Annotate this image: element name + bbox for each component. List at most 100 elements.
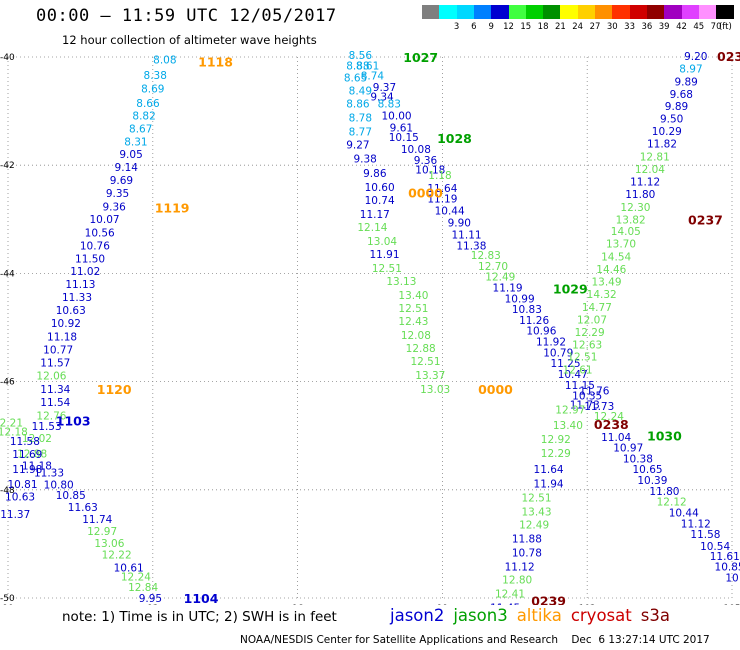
wave-height-reading: 12.49 <box>485 272 515 284</box>
wave-height-reading: 12.97 <box>87 526 117 538</box>
wave-height-reading: 8.86 <box>346 99 370 111</box>
wave-height-reading: 8.82 <box>132 110 155 122</box>
wave-height-reading: 12.61 <box>563 365 593 377</box>
wave-height-reading: 9.20 <box>684 51 707 63</box>
wave-height-reading: 10.63 <box>56 305 86 317</box>
wave-height-reading: 9.05 <box>119 149 142 161</box>
wave-height-reading: 10.61 <box>114 563 144 575</box>
color-scale-swatch <box>508 5 527 19</box>
wave-height-reading: 12.63 <box>572 339 602 351</box>
wave-height-reading: 11.64 <box>427 183 457 195</box>
wave-height-reading: 13.04 <box>367 236 397 248</box>
longitude-tick-label: 96 <box>292 604 304 605</box>
color-scale-swatch <box>698 5 717 19</box>
color-scale-swatch <box>681 5 700 19</box>
wave-height-reading: 8.67 <box>129 123 152 135</box>
wave-height-reading: 12.88 <box>17 449 47 461</box>
wave-height-reading: 12.21 <box>0 418 23 430</box>
wave-height-reading: 11.11 <box>452 229 482 241</box>
wave-height-reading: 8.78 <box>349 113 372 125</box>
wave-height-reading: 11.45 <box>490 603 520 605</box>
wave-height-reading: 12.24 <box>594 411 624 423</box>
wave-height-reading: 9.27 <box>346 140 369 152</box>
wave-height-reading: 9.34 <box>370 91 394 103</box>
wave-height-reading: 12.51 <box>567 352 597 364</box>
wave-height-reading: 12.49 <box>519 519 549 531</box>
wave-height-reading: 14.77 <box>582 302 612 314</box>
wave-height-reading: 10.44 <box>669 508 699 520</box>
wave-height-reading: 11.04 <box>601 432 631 444</box>
pass-time-label: 0000 <box>408 185 443 200</box>
wave-height-reading: 8.38 <box>144 70 167 82</box>
wave-height-reading: 11.69 <box>12 449 42 461</box>
wave-height-reading: 12.76 <box>36 411 66 423</box>
wave-height-reading: 12.30 <box>620 202 650 214</box>
wave-height-reading: 10.79 <box>543 347 573 359</box>
color-scale-swatch <box>491 5 509 19</box>
wave-height-reading: 8.97 <box>679 63 702 75</box>
footer-note: note: 1) Time is in UTC; 2) SWH is in fe… <box>62 609 337 625</box>
wave-height-reading: 10 <box>725 572 738 584</box>
wave-height-reading: 12.24 <box>121 571 151 583</box>
color-scale-label: 15 <box>520 22 532 32</box>
wave-height-reading: 11.73 <box>570 399 600 411</box>
color-scale-label: 36 <box>641 22 653 32</box>
wave-height-reading: 12.51 <box>410 356 440 368</box>
wave-height-reading: 9.98 <box>146 604 169 605</box>
wave-height-reading: 11.19 <box>427 194 457 206</box>
color-scale-label: 21 <box>554 22 566 32</box>
longitude-tick-label: 99 <box>437 604 449 605</box>
color-scale-label: 33 <box>624 22 635 32</box>
wave-height-reading: 12.43 <box>398 316 428 328</box>
color-scale-swatch <box>664 5 682 19</box>
wave-height-reading: 10.44 <box>435 206 465 218</box>
wave-height-reading: 10.83 <box>512 304 542 316</box>
wave-height-reading: 10.39 <box>637 475 667 487</box>
wave-height-reading: 9.61 <box>390 122 413 134</box>
wave-height-reading: 9.89 <box>665 101 688 113</box>
wave-height-reading: 12.83 <box>471 250 501 262</box>
wave-height-reading: 9.68 <box>670 89 693 101</box>
color-scale-swatch <box>629 5 648 19</box>
wave-height-reading: 11.12 <box>681 518 711 530</box>
satellite-legend: jason2 jason3 altika cryosat s3a <box>390 606 679 625</box>
wave-height-reading: 11.33 <box>62 292 92 304</box>
wave-height-reading: 12.22 <box>102 550 132 562</box>
pass-time-label: 1120 <box>97 382 132 397</box>
wave-height-reading: 13.40 <box>553 420 583 432</box>
color-scale-unit: (ft) <box>718 22 732 32</box>
legend-entry-altika: altika <box>516 606 562 625</box>
wave-height-reading: 10.97 <box>613 443 643 455</box>
wave-height-reading: 12.51 <box>521 492 551 504</box>
wave-height-reading: 10.65 <box>633 464 663 476</box>
wave-height-reading: 12.51 <box>372 263 402 275</box>
wave-height-reading: 11.50 <box>75 253 105 265</box>
wave-height-reading: 13.06 <box>94 538 124 550</box>
wave-height-reading: 12.81 <box>640 152 670 164</box>
wave-height-reading: 12.51 <box>398 303 428 315</box>
color-scale-label: 39 <box>658 22 670 32</box>
wave-height-reading: 11.02 <box>70 266 100 278</box>
longitude-tick-label: 93 <box>147 604 158 605</box>
wave-height-reading: 10.35 <box>572 391 602 403</box>
wave-height-reading: 10.15 <box>389 132 419 144</box>
color-scale-swatch <box>473 5 492 19</box>
wave-height-reading: 11.38 <box>456 240 486 252</box>
wave-height-reading: 10.74 <box>365 195 395 207</box>
wave-height-reading: 10.78 <box>512 548 542 560</box>
pass-time-label: 0238 <box>594 417 629 432</box>
pass-time-label: 1029 <box>553 282 588 297</box>
pass-time-label: 0236 <box>717 49 740 64</box>
wave-height-reading: 8.77 <box>349 127 372 139</box>
wave-height-reading: 11.76 <box>579 385 609 397</box>
wave-height-reading: 12.29 <box>541 448 571 460</box>
wave-height-reading: 11.94 <box>534 478 564 490</box>
color-scale-swatch <box>439 5 458 19</box>
wave-height-reading: 11.63 <box>68 502 98 514</box>
wave-height-reading: 11.80 <box>649 486 679 498</box>
wave-height-reading: 11.12 <box>630 176 660 188</box>
wave-height-reading: 9.14 <box>115 162 139 174</box>
wave-height-reading: 10.29 <box>652 126 682 138</box>
wave-height-reading: 13.82 <box>616 214 646 226</box>
wave-height-reading: 12.88 <box>406 343 436 355</box>
